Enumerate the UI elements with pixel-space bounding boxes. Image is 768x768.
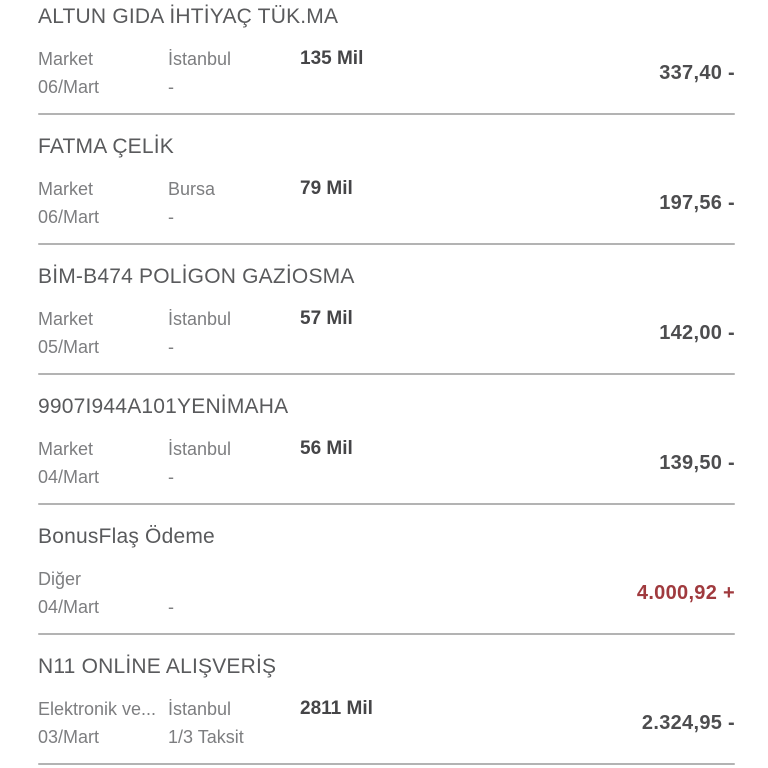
miles-value: 79 Mil [300,178,353,199]
transaction-body: Market İstanbul 135 Mil 06/Mart - 337,40… [38,45,735,113]
transaction-item[interactable]: FATMA ÇELİK Market Bursa 79 Mil 06/Mart … [38,115,735,245]
transaction-item[interactable]: N11 ONLİNE ALIŞVERİŞ Elektronik ve... İs… [38,635,735,765]
city-label: İstanbul [168,309,232,329]
miles-value: 135 Mil [300,48,364,69]
section-divider [38,633,735,635]
city-label [168,565,300,593]
transaction-item[interactable]: 9907I944A101YENİMAHA Market İstanbul 56 … [38,375,735,505]
detail-row-top: Elektronik ve... İstanbul 2811 Mil [38,695,373,723]
merchant-name: BİM-B474 POLİGON GAZİOSMA [38,265,355,288]
transaction-body: Diğer 04/Mart - 4.000,92 + [38,565,735,633]
merchant-name: FATMA ÇELİK [38,135,175,158]
installment-label: - [168,207,174,227]
detail-row-top: Market İstanbul 56 Mil [38,435,353,463]
category-label: Market [38,439,94,459]
detail-row-bottom: 04/Mart - [38,463,353,491]
detail-row-top: Market İstanbul 135 Mil [38,45,363,73]
city-label: İstanbul [168,49,232,69]
installment-label: - [168,597,174,617]
transaction-item[interactable]: ALTUN GIDA İHTİYAÇ TÜK.MA Market İstanbu… [38,0,735,115]
transaction-body: Market Bursa 79 Mil 06/Mart - 197,56 - [38,175,735,243]
transaction-body: Elektronik ve... İstanbul 2811 Mil 03/Ma… [38,695,735,763]
detail-row-bottom: 04/Mart - [38,593,300,621]
detail-row-bottom: 06/Mart - [38,73,363,101]
date-label: 04/Mart [38,597,100,617]
installment-label: - [168,337,174,357]
category-label: Market [38,309,94,329]
miles-value: 2811 Mil [300,698,373,719]
category-label: Elektronik ve... [38,699,157,719]
transaction-details: Market İstanbul 56 Mil 04/Mart - [38,435,353,491]
transaction-details: Market İstanbul 57 Mil 05/Mart - [38,305,353,361]
installment-label: 1/3 Taksit [168,727,244,747]
detail-row-top: Market İstanbul 57 Mil [38,305,353,333]
transaction-body: Market İstanbul 56 Mil 04/Mart - 139,50 … [38,435,735,503]
transaction-details: Market İstanbul 135 Mil 06/Mart - [38,45,363,101]
section-divider [38,373,735,375]
date-label: 05/Mart [38,337,100,357]
date-label: 06/Mart [38,207,100,227]
date-label: 06/Mart [38,77,100,97]
amount-value: 337,40 - [659,61,735,84]
date-label: 04/Mart [38,467,100,487]
detail-row-bottom: 06/Mart - [38,203,353,231]
merchant-name: BonusFlaş Ödeme [38,525,215,548]
transaction-details: Market Bursa 79 Mil 06/Mart - [38,175,353,231]
city-label: İstanbul [168,699,232,719]
section-divider [38,503,735,505]
miles-value: 57 Mil [300,308,353,329]
section-divider [38,113,735,115]
section-divider [38,243,735,245]
city-label: Bursa [168,179,216,199]
amount-value: 139,50 - [659,451,735,474]
amount-value: 2.324,95 - [641,711,735,734]
transaction-item[interactable]: BonusFlaş Ödeme Diğer 04/Mart - 4.000,92… [38,505,735,635]
city-label: İstanbul [168,439,232,459]
merchant-name: ALTUN GIDA İHTİYAÇ TÜK.MA [38,5,339,28]
merchant-name: N11 ONLİNE ALIŞVERİŞ [38,655,277,678]
installment-label: - [168,467,174,487]
detail-row-bottom: 05/Mart - [38,333,353,361]
merchant-name: 9907I944A101YENİMAHA [38,395,289,418]
transaction-details: Elektronik ve... İstanbul 2811 Mil 03/Ma… [38,695,373,751]
date-label: 03/Mart [38,727,100,747]
transaction-item[interactable]: BİM-B474 POLİGON GAZİOSMA Market İstanbu… [38,245,735,375]
category-label: Market [38,49,94,69]
detail-row-top: Market Bursa 79 Mil [38,175,353,203]
detail-row-bottom: 03/Mart 1/3 Taksit [38,723,373,751]
transaction-body: Market İstanbul 57 Mil 05/Mart - 142,00 … [38,305,735,373]
miles-value: 56 Mil [300,438,353,459]
category-label: Market [38,179,94,199]
installment-label: - [168,77,174,97]
amount-value: 197,56 - [659,191,735,214]
transaction-details: Diğer 04/Mart - [38,565,300,621]
detail-row-top: Diğer [38,565,300,593]
section-divider [38,763,735,765]
amount-value: 142,00 - [659,321,735,344]
category-label: Diğer [38,569,82,589]
amount-value: 4.000,92 + [636,581,735,604]
